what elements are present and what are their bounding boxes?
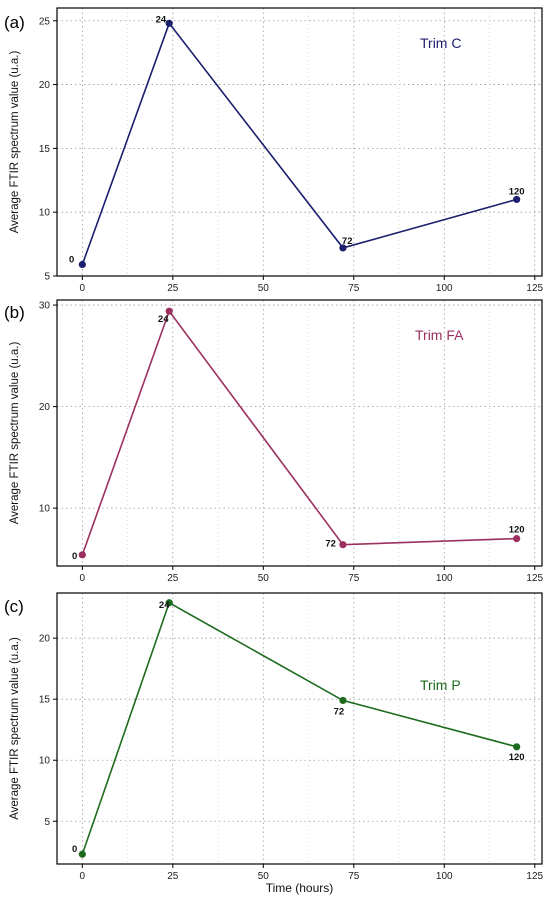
x-tick-label: 25 xyxy=(167,573,179,584)
series-line xyxy=(81,601,517,855)
x-tick-label: 125 xyxy=(526,573,543,584)
y-axis-label: Average FTIR spectrum value (u.a.) xyxy=(9,342,21,525)
point-label: 24 xyxy=(156,14,167,25)
y-tick-label: 20 xyxy=(39,80,51,91)
x-tick-label: 125 xyxy=(526,283,543,294)
y-tick-label: 15 xyxy=(39,695,51,706)
series-line xyxy=(81,21,517,265)
data-point xyxy=(339,696,347,705)
x-tick-label: 25 xyxy=(167,871,179,882)
x-tick-label: 0 xyxy=(80,573,86,584)
point-label: 120 xyxy=(509,752,525,763)
point-label: 0 xyxy=(72,551,77,562)
y-tick-label: 10 xyxy=(39,208,51,219)
data-point xyxy=(78,260,86,269)
x-tick-label: 50 xyxy=(258,283,270,294)
series-name: Trim C xyxy=(420,35,461,51)
series-line xyxy=(81,309,517,556)
x-tick-label: 50 xyxy=(258,573,270,584)
point-label: 0 xyxy=(72,844,77,855)
plot-frame xyxy=(56,592,543,865)
data-point xyxy=(339,541,347,549)
point-label: 72 xyxy=(342,236,353,247)
x-tick-label: 50 xyxy=(258,871,270,882)
series-name: Trim FA xyxy=(415,327,464,343)
point-label: 24 xyxy=(158,314,169,325)
x-tick-label: 75 xyxy=(348,573,360,584)
plot-frame xyxy=(56,7,543,277)
grid xyxy=(57,300,542,566)
x-tick-label: 75 xyxy=(348,871,360,882)
point-label: 72 xyxy=(334,706,345,717)
point-label: 120 xyxy=(509,186,525,197)
x-tick-label: 75 xyxy=(348,283,360,294)
y-tick-label: 30 xyxy=(39,301,51,312)
x-tick-label: 125 xyxy=(526,871,543,882)
point-label: 24 xyxy=(159,600,170,611)
x-tick-label: 25 xyxy=(167,283,179,294)
data-point xyxy=(165,599,173,607)
data-point xyxy=(339,244,347,252)
x-axis-label: Time (hours) xyxy=(266,881,334,895)
plot-frame xyxy=(56,299,543,567)
chart-panel-1: 0 25 50 75 100 125 5 10 15 20 25 Average FTIR spect… xyxy=(4,7,544,294)
y-tick-label: 10 xyxy=(39,756,51,767)
data-point xyxy=(513,534,521,543)
y-axis-label: Average FTIR spectrum value (u.a.) xyxy=(9,637,21,820)
data-point xyxy=(513,743,521,751)
x-tick-label: 100 xyxy=(436,283,453,294)
chart-panel-3: 0 25 50 75 100 125 5 10 15 20 Average FTIR spectru… xyxy=(4,592,544,895)
data-point xyxy=(165,307,173,315)
y-tick-label: 15 xyxy=(39,144,51,155)
y-tick-label: 5 xyxy=(44,272,50,283)
chart-panel-2: 0 25 50 75 100 125 10 20 30 Average FTIR spectrum… xyxy=(4,299,544,584)
point-label: 120 xyxy=(509,525,525,536)
data-point xyxy=(78,850,86,858)
point-label: 0 xyxy=(69,255,74,266)
y-tick-label: 20 xyxy=(39,402,51,413)
y-tick-label: 10 xyxy=(39,504,51,515)
y-axis-label: Average FTIR spectrum value (u.a.) xyxy=(9,51,21,234)
data-point xyxy=(78,551,86,559)
point-label: 72 xyxy=(325,539,336,550)
grid xyxy=(57,8,542,277)
panel-label: (a) xyxy=(4,13,25,32)
y-tick-label: 25 xyxy=(39,16,51,27)
panel-label: (b) xyxy=(4,303,25,322)
grid xyxy=(57,593,542,864)
x-tick-label: 0 xyxy=(80,283,86,294)
y-tick-label: 20 xyxy=(39,634,51,645)
data-point xyxy=(513,195,521,204)
data-point xyxy=(165,19,173,27)
x-tick-label: 100 xyxy=(436,871,453,882)
y-tick-label: 5 xyxy=(44,817,50,828)
series-name: Trim P xyxy=(420,677,461,693)
x-tick-label: 100 xyxy=(436,573,453,584)
x-tick-label: 0 xyxy=(80,871,86,882)
panel-label: (c) xyxy=(4,597,24,616)
